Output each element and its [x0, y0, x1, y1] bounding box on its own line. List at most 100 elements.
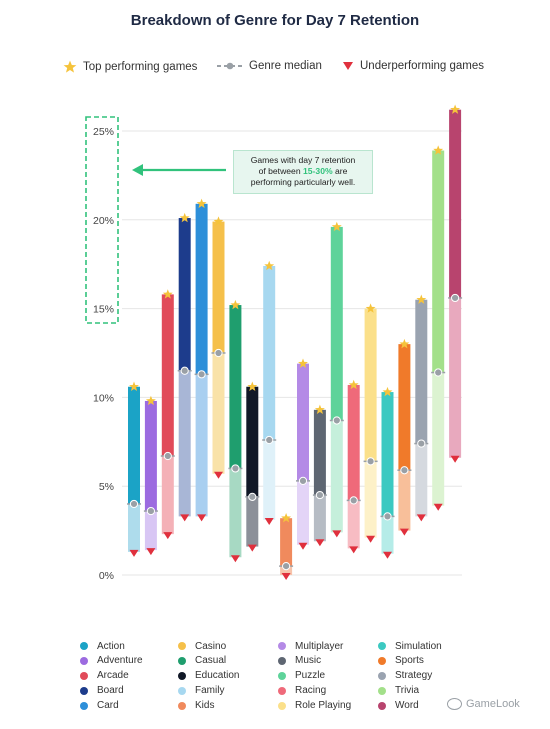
median-line-icon — [217, 62, 243, 70]
top-performing-star-icon — [298, 358, 308, 368]
legend-swatch — [80, 701, 88, 710]
bar-word — [448, 104, 463, 463]
legend-swatch — [80, 656, 88, 665]
bar-upper-segment — [381, 392, 394, 517]
legend-item-casino: Casino — [178, 639, 226, 653]
down-triangle-icon — [343, 62, 353, 70]
legend-top-label: Top performing games — [83, 61, 198, 73]
y-tick-label: 15% — [93, 304, 114, 316]
legend-label: Adventure — [97, 655, 143, 667]
bar-upper-segment — [280, 518, 293, 567]
bar-arcade — [160, 289, 175, 540]
legend-label: Role Playing — [295, 700, 352, 712]
callout-highlight: 15-30% — [303, 166, 333, 176]
legend-label: Puzzle — [295, 670, 326, 682]
top-performing-star-icon — [179, 212, 190, 223]
median-dot — [400, 466, 409, 475]
median-dot — [332, 416, 341, 425]
median-dot — [383, 512, 392, 521]
bar-simulation — [380, 386, 395, 559]
bar-board — [177, 212, 192, 522]
legend-item-simulation: Simulation — [378, 639, 442, 653]
underperforming-triangle-icon — [264, 517, 274, 525]
legend-item-trivia: Trivia — [378, 684, 419, 698]
bar-upper-segment — [364, 308, 377, 462]
legend-label: Trivia — [395, 685, 420, 697]
bar-action — [127, 381, 141, 557]
underperforming-triangle-icon — [433, 503, 443, 511]
callout-line-2-pre: of between — [258, 166, 301, 176]
bar-card — [194, 198, 209, 522]
bar-trivia — [431, 145, 446, 511]
underperforming-triangle-icon — [399, 528, 409, 536]
y-tick-label: 5% — [99, 481, 114, 493]
legend-item-racing: Racing — [278, 684, 326, 698]
legend-label: Family — [195, 685, 225, 697]
median-dot — [417, 439, 426, 448]
bar-lower-segment — [246, 496, 259, 547]
legend-item-role-playing: Role Playing — [278, 699, 351, 713]
legend-label: Music — [295, 655, 322, 667]
legend-label: Strategy — [395, 670, 433, 682]
legend-swatch — [178, 701, 186, 710]
top-performing-star-icon — [281, 512, 292, 523]
legend-swatch — [278, 642, 286, 650]
legend-under-label: Underperforming games — [360, 60, 485, 72]
legend-label: Casino — [195, 640, 227, 652]
legend-swatch — [278, 656, 286, 665]
y-axis-ticks: 0% 5% 10% 15% 20% 25% — [93, 126, 114, 582]
legend-label: Education — [195, 670, 240, 682]
bar-lower-segment — [280, 566, 293, 575]
bar-lower-segment — [330, 420, 343, 533]
median-dot — [282, 562, 291, 571]
median-dot — [129, 499, 139, 509]
wechat-icon — [447, 698, 462, 710]
callout-line-1: Games with day 7 retention — [250, 155, 356, 165]
legend-swatch — [378, 642, 386, 650]
watermark-text: GameLook — [466, 698, 520, 710]
legend-label: Simulation — [395, 640, 442, 652]
median-dot — [298, 476, 308, 485]
legend-item-card: Card — [80, 699, 119, 713]
legend-underperforming: Underperforming games — [342, 60, 484, 72]
callout-line-3: performing particularly well. — [250, 177, 356, 187]
underperforming-triangle-icon — [281, 573, 291, 580]
legend-item-arcade: Arcade — [80, 669, 129, 683]
bars — [127, 104, 463, 580]
callout-arrow-head-icon — [132, 164, 143, 176]
underperforming-triangle-icon — [416, 514, 426, 522]
legend-swatch — [278, 686, 286, 695]
bar-upper-segment — [415, 299, 428, 444]
legend-swatch — [80, 686, 88, 695]
legend-item-sports: Sports — [378, 654, 424, 668]
bar-lower-segment — [347, 500, 360, 549]
bar-upper-segment — [313, 409, 326, 496]
underperforming-triangle-icon — [180, 514, 190, 522]
legend-item-puzzle: Puzzle — [278, 669, 325, 683]
legend-swatch — [178, 656, 186, 665]
top-performing-star-icon — [416, 294, 427, 304]
bar-upper-segment — [398, 344, 411, 471]
bar-casino — [211, 216, 226, 479]
bar-upper-segment — [432, 150, 445, 373]
median-dot — [214, 348, 223, 358]
legend-item-kids: Kids — [178, 699, 214, 713]
legend-item-word: Word — [378, 699, 419, 713]
bar-lower-segment — [178, 370, 191, 517]
bar-family — [262, 260, 277, 525]
underperforming-triangle-icon — [163, 532, 173, 540]
median-dot — [265, 435, 274, 445]
bar-lower-segment — [432, 372, 445, 506]
bar-upper-segment — [246, 386, 259, 497]
underperforming-triangle-icon — [332, 530, 342, 538]
top-performing-star-icon — [264, 260, 275, 271]
underperforming-triangle-icon — [366, 535, 376, 543]
bar-upper-segment — [263, 265, 276, 441]
bar-role-playing — [363, 303, 378, 543]
median-dot — [180, 366, 189, 375]
legend-item-multiplayer: Multiplayer — [278, 639, 343, 653]
y-tick-label: 25% — [93, 126, 114, 138]
legend-median-label: Genre median — [249, 60, 322, 72]
underperforming-triangle-icon — [315, 539, 325, 547]
bar-lower-segment — [229, 468, 242, 558]
